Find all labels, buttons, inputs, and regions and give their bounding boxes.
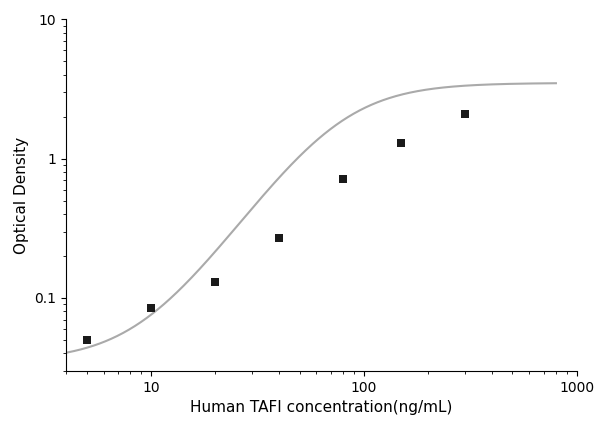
X-axis label: Human TAFI concentration(ng/mL): Human TAFI concentration(ng/mL) — [190, 400, 452, 415]
Y-axis label: Optical Density: Optical Density — [14, 136, 29, 254]
